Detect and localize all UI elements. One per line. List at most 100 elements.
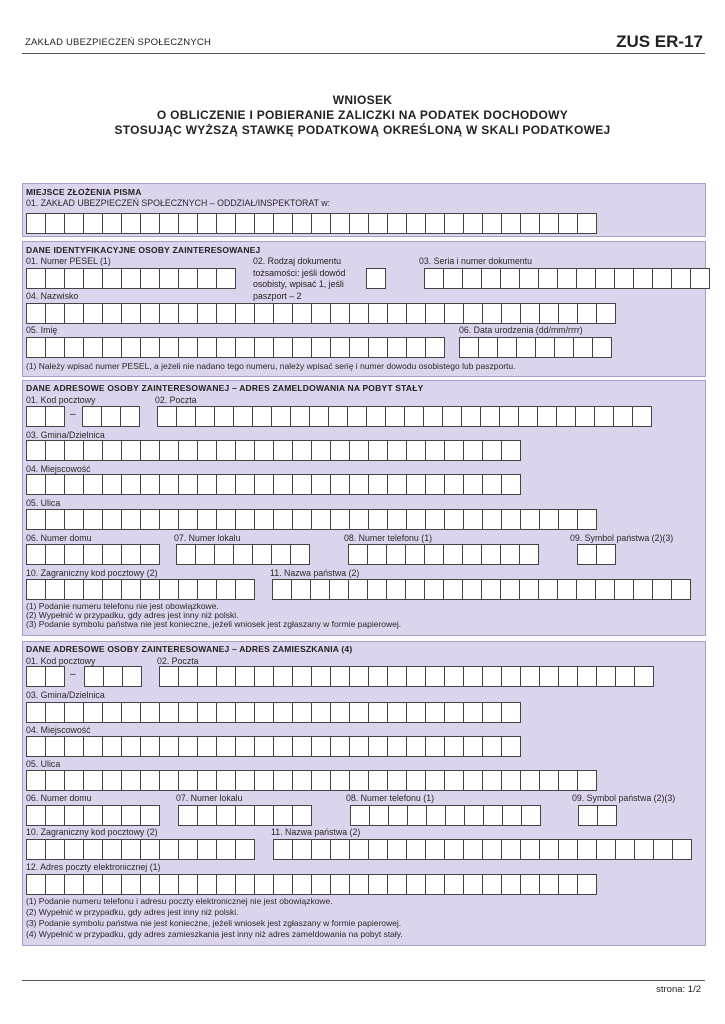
char-box[interactable]	[501, 474, 521, 495]
char-box[interactable]	[273, 213, 293, 234]
char-box[interactable]	[311, 509, 331, 530]
municipality-input[interactable]	[26, 702, 521, 723]
char-box[interactable]	[290, 544, 310, 565]
char-box[interactable]	[573, 337, 593, 358]
char-box[interactable]	[178, 770, 198, 791]
char-box[interactable]	[406, 770, 426, 791]
char-box[interactable]	[311, 337, 331, 358]
char-box[interactable]	[178, 702, 198, 723]
char-box[interactable]	[82, 406, 102, 427]
char-box[interactable]	[406, 509, 426, 530]
char-box[interactable]	[159, 337, 179, 358]
char-box[interactable]	[653, 839, 673, 860]
char-box[interactable]	[121, 805, 141, 826]
char-box[interactable]	[349, 666, 369, 687]
char-box[interactable]	[578, 805, 598, 826]
char-box[interactable]	[197, 736, 217, 757]
char-box[interactable]	[140, 509, 160, 530]
country-symbol-input[interactable]	[578, 805, 617, 826]
char-box[interactable]	[254, 337, 274, 358]
char-box[interactable]	[159, 702, 179, 723]
char-box[interactable]	[501, 874, 521, 895]
char-box[interactable]	[309, 406, 329, 427]
char-box[interactable]	[233, 406, 253, 427]
char-box[interactable]	[178, 303, 198, 324]
char-box[interactable]	[121, 702, 141, 723]
postal-code-part2[interactable]	[82, 406, 140, 427]
char-box[interactable]	[330, 213, 350, 234]
char-box[interactable]	[83, 770, 103, 791]
char-box[interactable]	[558, 213, 578, 234]
char-box[interactable]	[45, 268, 65, 289]
char-box[interactable]	[633, 268, 653, 289]
char-box[interactable]	[272, 579, 292, 600]
char-box[interactable]	[518, 406, 538, 427]
country-symbol-input[interactable]	[577, 544, 616, 565]
char-box[interactable]	[26, 406, 46, 427]
char-box[interactable]	[45, 579, 65, 600]
char-box[interactable]	[216, 213, 236, 234]
char-box[interactable]	[83, 579, 103, 600]
char-box[interactable]	[121, 509, 141, 530]
char-box[interactable]	[197, 509, 217, 530]
char-box[interactable]	[478, 337, 498, 358]
char-box[interactable]	[26, 579, 46, 600]
char-box[interactable]	[406, 839, 426, 860]
char-box[interactable]	[406, 474, 426, 495]
char-box[interactable]	[672, 839, 692, 860]
char-box[interactable]	[159, 509, 179, 530]
char-box[interactable]	[464, 805, 484, 826]
char-box[interactable]	[178, 736, 198, 757]
char-box[interactable]	[388, 805, 408, 826]
char-box[interactable]	[462, 268, 482, 289]
char-box[interactable]	[633, 579, 653, 600]
char-box[interactable]	[671, 579, 691, 600]
char-box[interactable]	[558, 839, 578, 860]
char-box[interactable]	[407, 805, 427, 826]
char-box[interactable]	[387, 440, 407, 461]
char-box[interactable]	[406, 736, 426, 757]
char-box[interactable]	[140, 474, 160, 495]
char-box[interactable]	[311, 303, 331, 324]
char-box[interactable]	[425, 736, 445, 757]
char-box[interactable]	[671, 268, 691, 289]
char-box[interactable]	[347, 406, 367, 427]
char-box[interactable]	[387, 770, 407, 791]
char-box[interactable]	[197, 337, 217, 358]
document-type-input[interactable]	[366, 268, 386, 289]
char-box[interactable]	[349, 736, 369, 757]
char-box[interactable]	[596, 839, 616, 860]
char-box[interactable]	[444, 474, 464, 495]
phone-input[interactable]	[348, 544, 539, 565]
char-box[interactable]	[311, 702, 331, 723]
char-box[interactable]	[216, 736, 236, 757]
char-box[interactable]	[292, 805, 312, 826]
street-input[interactable]	[26, 770, 597, 791]
char-box[interactable]	[235, 213, 255, 234]
char-box[interactable]	[482, 509, 502, 530]
char-box[interactable]	[311, 839, 331, 860]
char-box[interactable]	[64, 544, 84, 565]
char-box[interactable]	[501, 702, 521, 723]
char-box[interactable]	[178, 666, 198, 687]
char-box[interactable]	[501, 770, 521, 791]
char-box[interactable]	[83, 544, 103, 565]
email-input[interactable]	[26, 874, 597, 895]
char-box[interactable]	[102, 303, 122, 324]
char-box[interactable]	[273, 303, 293, 324]
char-box[interactable]	[349, 702, 369, 723]
char-box[interactable]	[387, 337, 407, 358]
char-box[interactable]	[159, 268, 179, 289]
char-box[interactable]	[64, 474, 84, 495]
char-box[interactable]	[558, 874, 578, 895]
char-box[interactable]	[64, 509, 84, 530]
char-box[interactable]	[634, 839, 654, 860]
char-box[interactable]	[575, 406, 595, 427]
char-box[interactable]	[197, 702, 217, 723]
char-box[interactable]	[444, 213, 464, 234]
char-box[interactable]	[64, 579, 84, 600]
char-box[interactable]	[140, 440, 160, 461]
char-box[interactable]	[45, 509, 65, 530]
char-box[interactable]	[387, 702, 407, 723]
char-box[interactable]	[102, 268, 122, 289]
